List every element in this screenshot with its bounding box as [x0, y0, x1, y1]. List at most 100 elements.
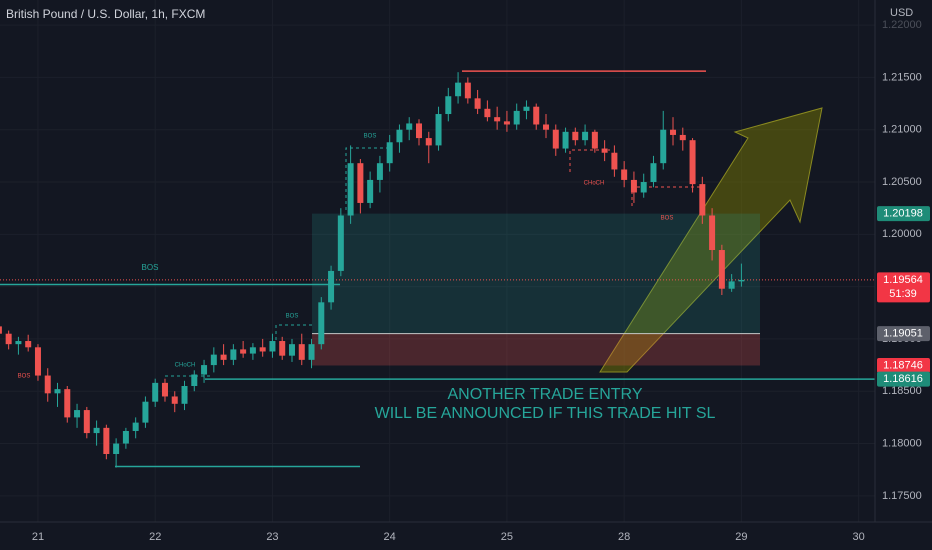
candle-body [718, 250, 725, 289]
candle-body [455, 82, 462, 97]
candle-body [152, 382, 159, 402]
candle-body [0, 326, 2, 334]
grid [0, 0, 875, 522]
y-tick-label: 1.22000 [882, 19, 922, 31]
candle-body [679, 134, 686, 141]
candle-body [484, 108, 491, 118]
price-label-bg [877, 206, 930, 222]
x-tick-label: 29 [735, 531, 747, 543]
candle-body [670, 129, 677, 135]
x-tick-label: 24 [384, 531, 396, 543]
price-label: 1.18746 [883, 359, 923, 371]
candle-body [269, 341, 276, 352]
price-label-bg [877, 371, 930, 387]
candle-body [601, 148, 608, 153]
candle-body [699, 184, 706, 216]
candle-body [230, 349, 237, 360]
x-tick-label: 25 [501, 531, 513, 543]
y-tick-label: 1.18000 [882, 437, 922, 449]
price-label: 1.19051 [883, 328, 923, 340]
candle-body [376, 163, 383, 180]
structure-label: BOS [142, 263, 159, 272]
candle-body [122, 430, 129, 444]
structure-dash [345, 147, 392, 210]
candle-body [533, 106, 540, 125]
candle-body [161, 382, 168, 397]
candle-body [738, 279, 745, 282]
structure-label: BOS [18, 374, 31, 380]
chart-title: British Pound / U.S. Dollar, 1h, FXCM [6, 7, 205, 21]
x-tick-label: 28 [618, 531, 630, 543]
note: WILL BE ANNOUNCED IF THIS TRADE HIT SL [375, 405, 716, 422]
candle-body [337, 215, 344, 271]
candle-body [15, 341, 22, 345]
note: ANOTHER TRADE ENTRY [448, 386, 643, 403]
y-tick-label: 1.20000 [882, 228, 922, 240]
y-tick-label: 1.17500 [882, 490, 922, 502]
candle-body [93, 427, 100, 434]
structure-dash [275, 324, 312, 340]
structure-label: BOS [661, 216, 674, 222]
stop-loss-zone [312, 333, 760, 366]
candle-body [142, 401, 149, 423]
candle-body [201, 365, 208, 375]
candle-body [132, 422, 139, 431]
candle-body [288, 344, 295, 356]
candle-body [728, 281, 735, 289]
countdown: 51:39 [889, 288, 917, 300]
candle-body [611, 152, 618, 170]
candle-body [591, 131, 598, 149]
x-tick-label: 23 [266, 531, 278, 543]
candle-body [318, 302, 325, 345]
price-label-bg [877, 358, 930, 374]
candle-body [367, 179, 374, 203]
price-label: 1.19564 [883, 274, 923, 286]
candle-body [34, 347, 41, 376]
candle-body [44, 375, 51, 394]
candle-body [445, 96, 452, 115]
candle-body [709, 215, 716, 251]
candle-body [210, 354, 217, 366]
candle-body [357, 163, 364, 203]
structure-label: BOS [364, 134, 377, 140]
candle-body [25, 341, 32, 348]
candle-body [249, 347, 256, 354]
candle-body [54, 389, 61, 394]
price-label-bg [877, 326, 930, 342]
candle-body [621, 169, 628, 180]
candle-body [562, 131, 569, 149]
x-tick-label: 30 [853, 531, 865, 543]
candle-body [191, 374, 198, 387]
candle-body [543, 124, 550, 130]
candle-body [406, 123, 413, 130]
candle-body [386, 142, 393, 164]
y-tick-label: 1.21500 [882, 71, 922, 83]
structure-label: BOS [286, 314, 299, 320]
candle-body [83, 410, 90, 434]
candle-body [552, 129, 559, 149]
candles [0, 72, 745, 468]
y-tick-label: 1.18500 [882, 385, 922, 397]
candle-body [494, 117, 501, 122]
candle-body [425, 138, 432, 146]
candle-body [64, 389, 71, 418]
price-label-bg [877, 272, 930, 303]
candle-body [5, 333, 12, 345]
candle-body [435, 114, 442, 146]
candle-body [171, 396, 178, 404]
y-tick-label: 1.21000 [882, 124, 922, 136]
candle-body [513, 110, 520, 125]
price-label: 1.18616 [883, 373, 923, 385]
candle-body [503, 121, 510, 125]
x-tick-label: 21 [32, 531, 44, 543]
take-profit-zone [312, 213, 760, 334]
candle-body [328, 270, 335, 303]
candle-body [689, 140, 696, 185]
candle-body [181, 386, 188, 404]
candle-body [240, 349, 247, 354]
x-tick-label: 22 [149, 531, 161, 543]
structure-label: CHoCH [175, 363, 196, 369]
candle-body [464, 82, 471, 99]
